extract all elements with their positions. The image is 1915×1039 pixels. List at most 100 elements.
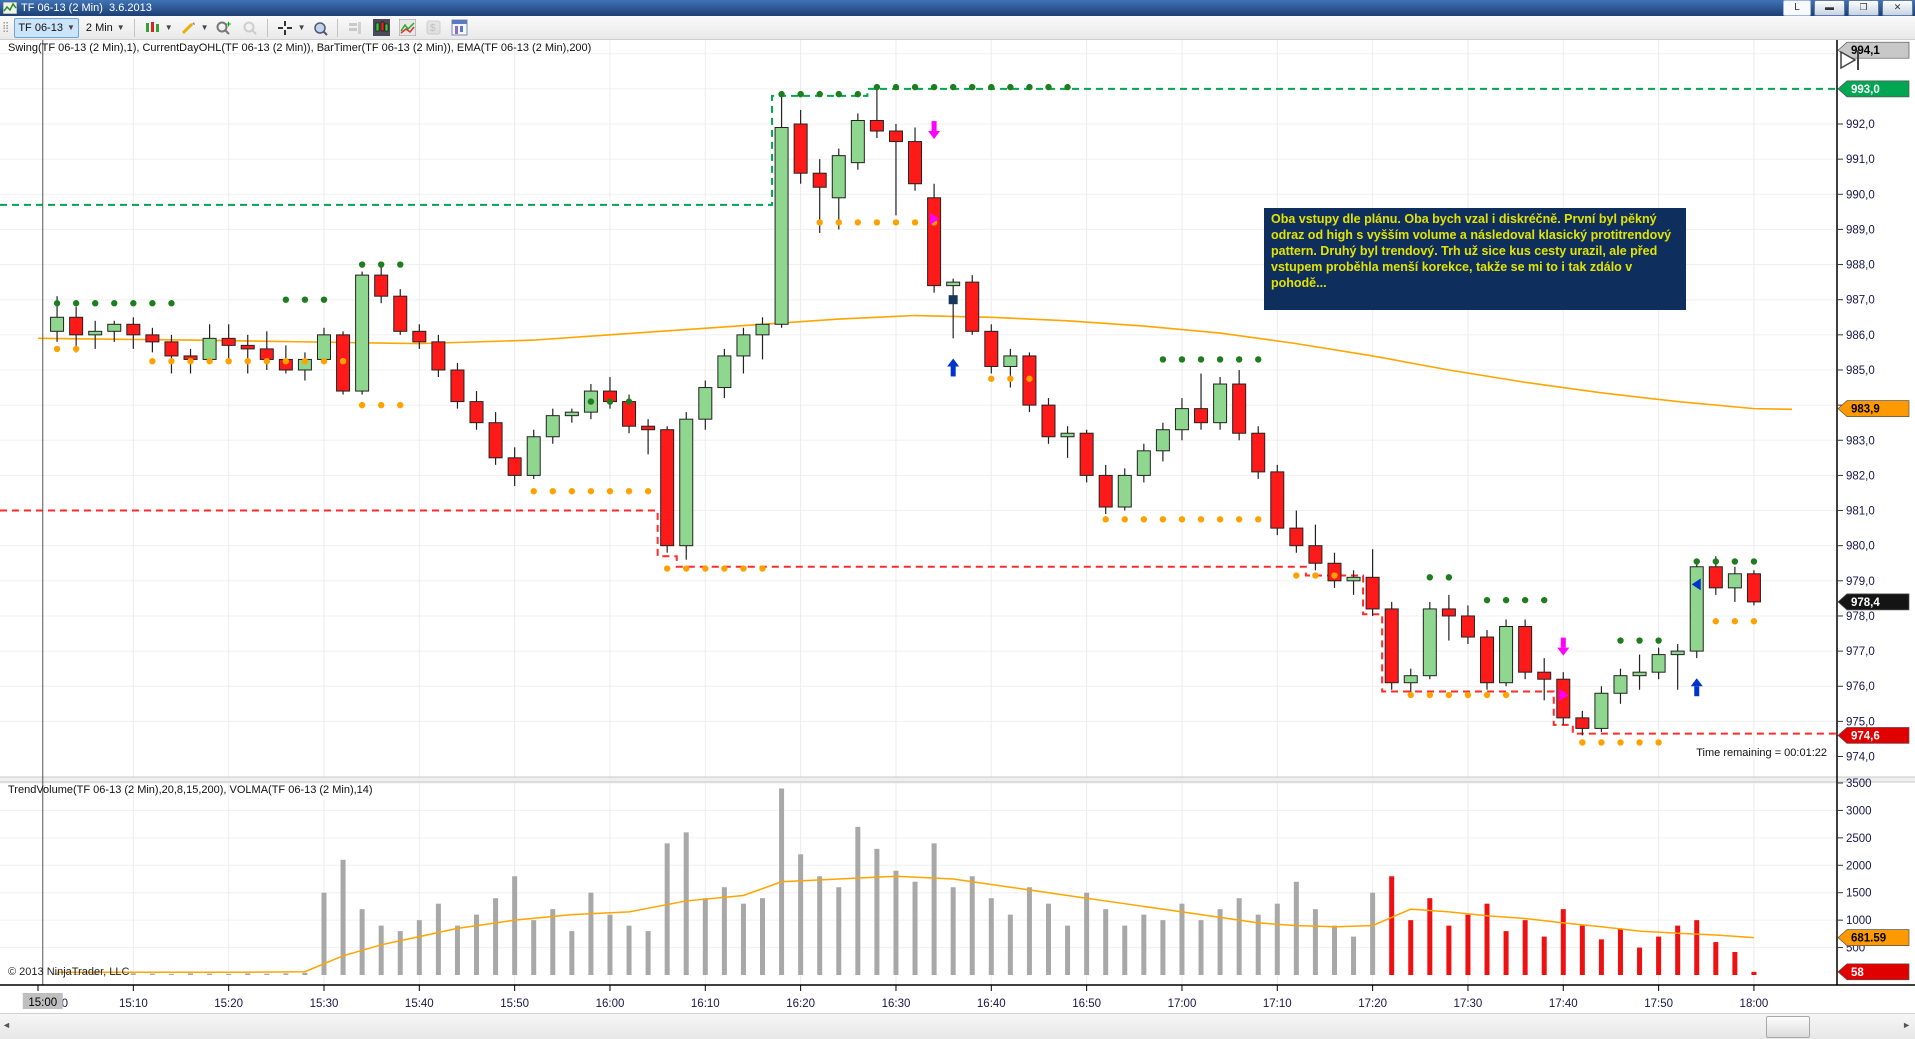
swing-low-dot — [1102, 516, 1109, 523]
volume-tick-label: 3000 — [1846, 805, 1872, 817]
volume-bar — [1427, 898, 1433, 975]
volume-bar — [226, 973, 232, 975]
volume-bar — [111, 973, 117, 975]
swing-high-dot — [1216, 356, 1224, 363]
time-tick-label: 17:20 — [1358, 998, 1387, 1010]
candlestick — [240, 344, 255, 350]
swing-low-dot — [168, 357, 175, 365]
price-marker-label: 983,9 — [1851, 404, 1880, 416]
close-button[interactable]: ✕ — [1882, 0, 1913, 16]
dollar-button[interactable]: $ — [422, 18, 444, 38]
swing-low-dot — [683, 565, 690, 572]
swing-low-dot — [1026, 375, 1033, 382]
volume-tick-label: 3500 — [1846, 778, 1872, 790]
candlestick — [221, 337, 236, 346]
candlestick-panel-button[interactable] — [370, 18, 392, 38]
title-bar[interactable]: TF 06-13 (2 Min) 3.6.2013 L ▬ ❐ ✕ — [0, 0, 1915, 16]
candlestick — [1327, 562, 1342, 582]
scrollbar-right-arrow-icon[interactable]: ► — [1902, 1020, 1911, 1030]
candlestick — [488, 422, 503, 459]
chart-trader-button[interactable] — [344, 18, 366, 38]
horizontal-scrollbar[interactable]: ◄ ► — [0, 1013, 1915, 1039]
swing-high-dot — [1255, 356, 1262, 363]
candlestick — [145, 334, 160, 343]
buy-arrow-icon — [950, 366, 956, 377]
swing-low-dot — [1636, 739, 1643, 746]
candlestick — [1460, 615, 1475, 638]
volume-bar — [988, 898, 994, 975]
interval-selector[interactable]: 2 Min ▼ — [83, 19, 128, 37]
volume-marker — [1837, 963, 1910, 981]
candlestick — [641, 425, 656, 431]
toolbar-grip[interactable]: ⣿ — [2, 22, 9, 33]
swing-high-dot — [149, 300, 156, 307]
swing-high-dot — [778, 90, 785, 98]
instrument-selector[interactable]: TF 06-13 ▼ — [14, 17, 79, 38]
swing-high-dot — [1445, 574, 1453, 581]
scrollbar-left-arrow-icon[interactable]: ◄ — [2, 1020, 11, 1030]
price-chart-canvas[interactable]: 992,0 991,0 990,0 989,0 988,0 987,0 986,0 985,0… — [0, 40, 1915, 1013]
volume-bar — [874, 848, 880, 975]
candlestick — [1746, 573, 1761, 603]
annotation-note[interactable]: Oba vstupy dle plánu. Oba bych vzal i di… — [1264, 208, 1686, 310]
swing-low-dot — [663, 565, 671, 572]
buy-arrow-icon — [1694, 686, 1700, 697]
scrollbar-thumb[interactable] — [1766, 1016, 1810, 1038]
swing-low-dot — [1331, 572, 1338, 579]
swing-high-dot — [854, 90, 862, 98]
crosshair-time-label: 15:00 — [28, 997, 57, 1009]
time-tick-label: 15:30 — [310, 998, 339, 1010]
zoom-in-button[interactable]: + — [213, 18, 235, 38]
scroll-to-end-icon[interactable] — [1840, 50, 1857, 70]
candlestick — [88, 330, 103, 336]
volume-bar — [740, 903, 746, 975]
drawing-tools-button[interactable] — [177, 18, 199, 38]
calculator-button[interactable] — [448, 18, 470, 38]
minimize-button[interactable]: ▬ — [1814, 0, 1845, 16]
price-marker-label: 978,4 — [1851, 597, 1880, 609]
zoom-out-button[interactable] — [239, 18, 261, 38]
volume-bar — [1122, 925, 1128, 975]
link-button[interactable]: L — [1783, 0, 1811, 16]
swing-low-dot — [892, 219, 900, 226]
swing-high-dot — [53, 300, 61, 307]
candlestick — [1384, 608, 1399, 684]
price-tick-label: 985,0 — [1846, 365, 1875, 377]
ema-line — [37, 314, 1793, 411]
volume-bar — [1351, 936, 1357, 975]
swing-high-dot — [358, 261, 366, 268]
swing-high-dot — [1064, 83, 1071, 91]
candlestick — [1003, 355, 1018, 367]
swing-low-dot — [1426, 691, 1434, 699]
toolbar-separator — [266, 18, 268, 37]
swing-low-dot — [816, 219, 823, 226]
swing-high-dot — [1617, 637, 1624, 644]
candlestick — [869, 119, 884, 132]
swing-low-dot — [568, 488, 576, 495]
swing-high-dot — [1502, 596, 1510, 604]
volume-bar — [1026, 887, 1032, 975]
volume-bar — [1522, 920, 1528, 975]
volume-bar — [893, 870, 899, 975]
swing-low-dot — [835, 219, 842, 226]
candlestick — [1499, 626, 1514, 684]
crosshair-button[interactable] — [274, 18, 296, 38]
volume-tick-label: 1500 — [1846, 888, 1872, 900]
swing-high-dot — [377, 261, 385, 268]
swing-high-dot — [930, 83, 938, 91]
price-marker — [1837, 727, 1910, 744]
candlestick — [908, 141, 923, 185]
candlestick — [698, 387, 713, 420]
data-box-button[interactable] — [309, 18, 331, 38]
line-chart-button[interactable] — [396, 18, 418, 38]
swing-high-dot — [1712, 558, 1720, 565]
candlestick — [1251, 432, 1266, 473]
time-tick-label: 17:00 — [1168, 998, 1197, 1010]
app-icon — [3, 2, 17, 14]
volume-bar — [1408, 920, 1414, 975]
chevron-down-icon: ▼ — [297, 23, 306, 32]
chart-style-button[interactable] — [141, 18, 163, 38]
candlestick — [564, 411, 579, 417]
swing-high-dot — [1426, 574, 1434, 581]
restore-button[interactable]: ❐ — [1848, 0, 1879, 16]
